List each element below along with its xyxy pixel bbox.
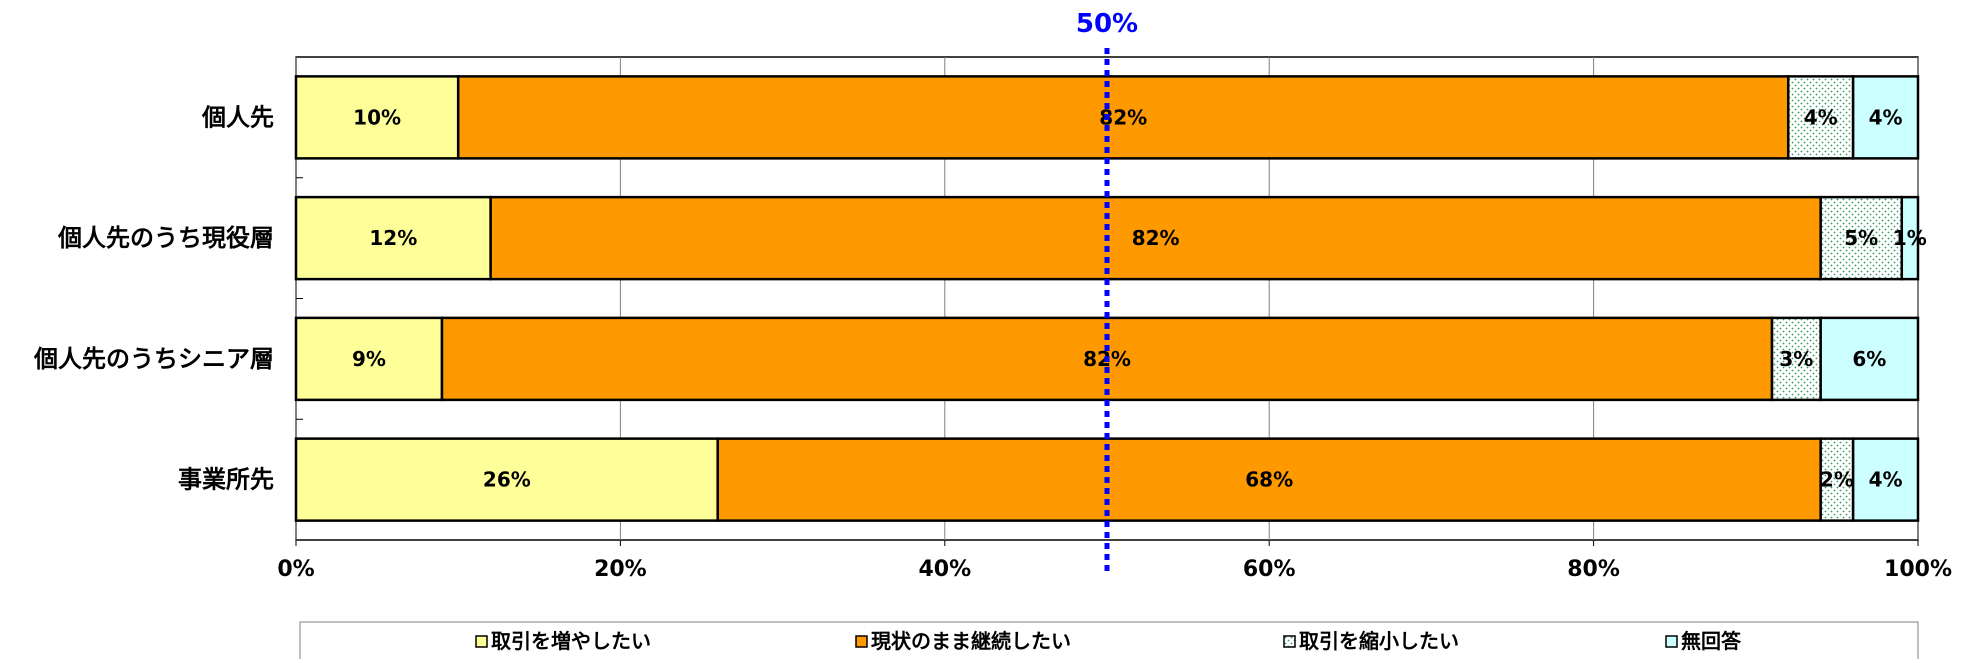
bar-segment xyxy=(1819,316,1920,402)
legend-label: 取引を増やしたい xyxy=(491,629,651,653)
bar-segment xyxy=(716,437,1822,522)
legend-box xyxy=(299,621,1919,663)
x-tick-label: 40% xyxy=(918,557,971,582)
bar-segment xyxy=(294,437,719,522)
bar-segment xyxy=(294,316,444,402)
data-label: 5% xyxy=(1844,226,1878,250)
data-label: 1% xyxy=(1893,226,1927,250)
category-label: 事業所先 xyxy=(178,466,274,494)
bar-segment xyxy=(1851,75,1920,160)
bar-segment xyxy=(1851,437,1920,522)
x-tick-label: 0% xyxy=(277,557,314,582)
x-tick-label: 80% xyxy=(1567,557,1620,582)
legend-label: 現状のまま継続したい xyxy=(871,629,1071,653)
data-label: 4% xyxy=(1804,105,1838,129)
data-label: 68% xyxy=(1245,468,1293,492)
data-label: 4% xyxy=(1869,468,1903,492)
bar-segment xyxy=(1819,437,1855,522)
category-label: 個人先のうちシニア層 xyxy=(33,345,274,373)
data-label: 10% xyxy=(353,105,401,129)
data-label: 2% xyxy=(1820,468,1854,492)
data-label: 26% xyxy=(483,468,531,492)
bar-segment xyxy=(294,195,492,281)
legend-swatch xyxy=(1283,635,1296,648)
bar-segment xyxy=(294,75,460,160)
bar-segment xyxy=(1819,195,1904,281)
data-label: 3% xyxy=(1779,347,1813,371)
category-label: 個人先のうち現役層 xyxy=(57,224,274,252)
bar-segment xyxy=(489,195,1822,281)
x-tick-label: 100% xyxy=(1884,557,1952,582)
legend-label: 無回答 xyxy=(1681,629,1742,653)
bar-segment xyxy=(456,75,1790,160)
x-tick-label: 60% xyxy=(1243,557,1296,582)
bar-segment xyxy=(1786,75,1855,160)
data-label: 82% xyxy=(1132,226,1180,250)
data-label: 4% xyxy=(1869,105,1903,129)
legend-swatch xyxy=(1665,635,1678,648)
legend-label: 取引を縮小したい xyxy=(1299,629,1459,653)
data-label: 6% xyxy=(1852,347,1886,371)
legend-swatch xyxy=(475,635,488,648)
bar-segment xyxy=(1900,195,1920,281)
data-label: 9% xyxy=(352,347,386,371)
data-label: 12% xyxy=(369,226,417,250)
category-label: 個人先 xyxy=(201,103,274,131)
reference-line-label: 50% xyxy=(1076,9,1138,39)
bar-segment xyxy=(1770,316,1822,402)
legend-swatch xyxy=(855,635,868,648)
x-tick-label: 20% xyxy=(594,557,647,582)
